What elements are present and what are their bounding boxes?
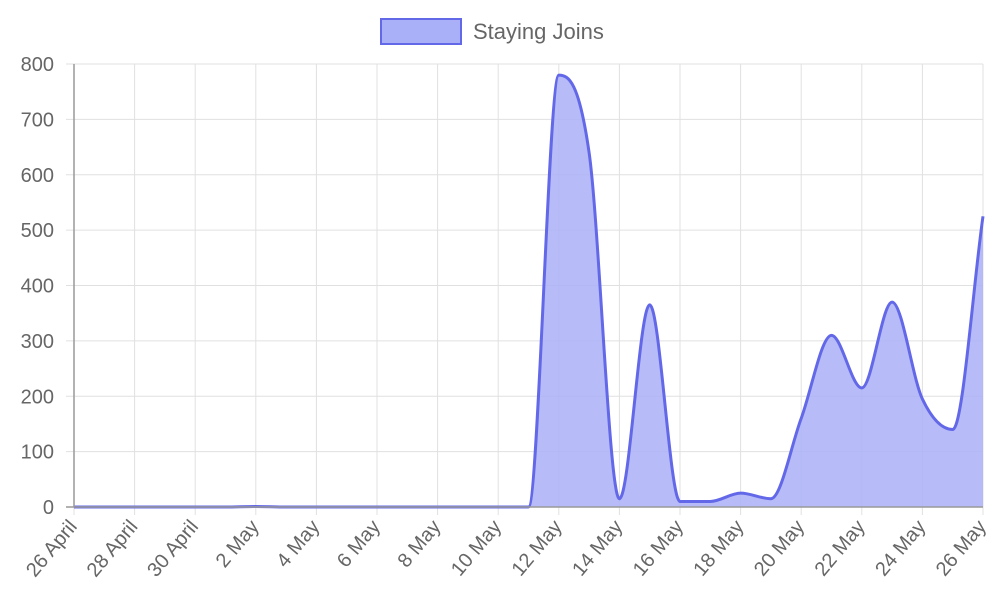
x-tick-label: 22 May [811, 516, 870, 580]
x-tick-label: 14 May [568, 516, 627, 580]
chart-axes [66, 64, 983, 508]
x-tick-label: 20 May [750, 516, 809, 580]
data-point-16-may[interactable] [680, 501, 681, 502]
data-point-23-may[interactable] [892, 302, 893, 303]
x-tick-label: 24 May [871, 516, 930, 580]
x-tick-label: 6 May [333, 516, 385, 572]
y-tick-label: 300 [21, 331, 54, 353]
x-tick-label: 26 May [932, 516, 991, 580]
data-point-19-may[interactable] [770, 498, 771, 499]
data-point-14-may[interactable] [619, 498, 620, 499]
x-tick-label: 26 April [22, 516, 82, 581]
y-tick-label: 500 [21, 220, 54, 242]
data-point-21-may[interactable] [831, 335, 832, 336]
data-point-20-may[interactable] [801, 418, 802, 419]
legend[interactable]: Staying Joins [380, 18, 604, 45]
y-axis-ticks: 0 100 200 300 400 500 600 700 800 [21, 54, 54, 519]
legend-swatch[interactable] [380, 18, 462, 45]
data-point-13-may[interactable] [589, 152, 590, 153]
x-tick-label: 10 May [447, 516, 506, 580]
series-area-layer [73, 73, 985, 509]
data-point-12-may[interactable] [558, 75, 559, 76]
y-tick-label: 600 [21, 165, 54, 187]
data-point-15-may[interactable] [649, 304, 650, 305]
x-tick-label: 30 April [143, 516, 203, 581]
y-tick-label: 0 [43, 497, 54, 519]
x-tick-label: 16 May [629, 516, 688, 580]
series-area-fill [74, 75, 983, 507]
x-tick-label: 28 April [83, 516, 143, 581]
x-tick-label: 18 May [689, 516, 748, 580]
x-tick-label: 8 May [394, 516, 446, 572]
x-axis-ticks: 26 April 28 April 30 April 2 May 4 May 6 May 8… [22, 516, 991, 581]
data-point-22-may[interactable] [861, 387, 862, 388]
data-point-26-may[interactable] [983, 216, 984, 217]
data-point-25-may[interactable] [952, 429, 953, 430]
data-point-24-may[interactable] [922, 399, 923, 400]
x-tick-label: 4 May [272, 516, 324, 572]
data-point-18-may[interactable] [740, 493, 741, 494]
y-tick-label: 700 [21, 109, 54, 131]
x-tick-label: 2 May [212, 516, 264, 572]
y-tick-label: 400 [21, 276, 54, 298]
legend-label[interactable]: Staying Joins [473, 19, 604, 44]
y-tick-label: 800 [21, 54, 54, 76]
y-tick-label: 200 [21, 386, 54, 408]
x-tick-label: 12 May [508, 516, 567, 580]
y-tick-label: 100 [21, 442, 54, 464]
data-point-17-may[interactable] [710, 501, 711, 502]
